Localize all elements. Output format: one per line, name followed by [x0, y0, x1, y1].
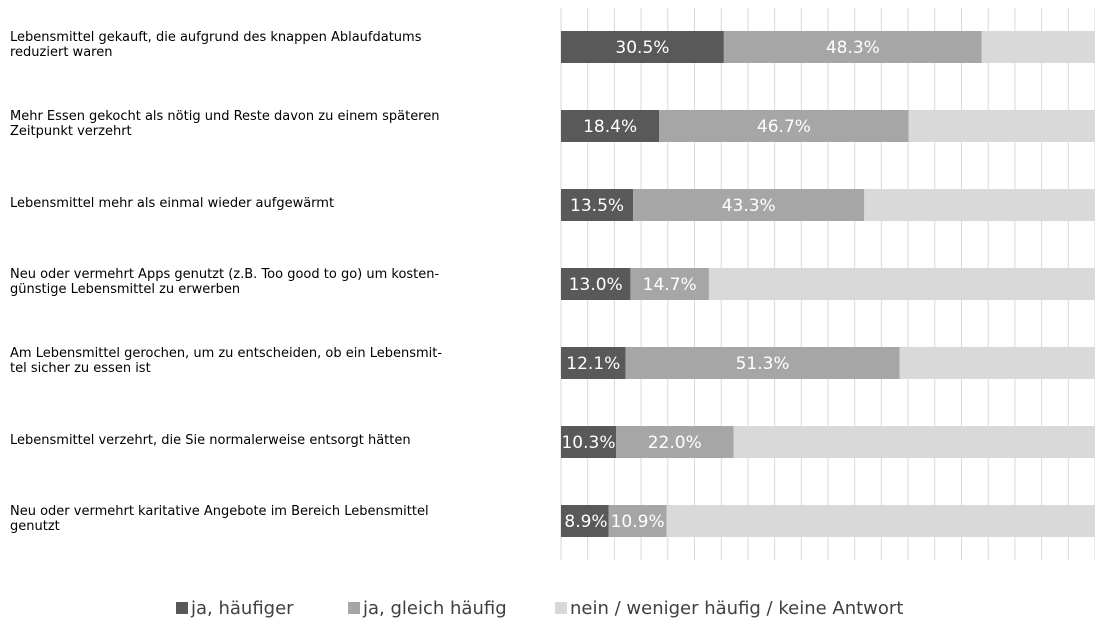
value-label: 51.3% [736, 354, 790, 374]
bar-segment [561, 189, 634, 221]
bar-segment [561, 426, 617, 458]
legend-label: ja, häufiger [191, 598, 294, 619]
value-label: 14.7% [643, 275, 697, 295]
bar-segment [616, 426, 734, 458]
category-label: Lebensmittel gekauft, die aufgrund des k… [10, 30, 422, 60]
bar-segment [561, 347, 626, 379]
legend-swatch [176, 602, 188, 614]
value-label: 18.4% [583, 117, 637, 137]
bar-segment [908, 110, 1095, 142]
legend-item: nein / weniger häufig / keine Antwort [555, 598, 903, 619]
bar-segment [561, 31, 724, 63]
bar-segment [899, 347, 1095, 379]
legend-swatch [555, 602, 567, 614]
value-label: 10.9% [611, 512, 665, 532]
bar-segment [561, 110, 660, 142]
legend-label: ja, gleich häufig [363, 598, 507, 619]
bar-segment [561, 505, 609, 537]
bar-segment [864, 189, 1095, 221]
value-label: 8.9% [564, 512, 607, 532]
bar-segment [630, 268, 709, 300]
category-label: Lebensmittel verzehrt, die Sie normalerw… [10, 432, 411, 448]
value-label: 12.1% [566, 354, 620, 374]
legend-item: ja, gleich häufig [348, 598, 507, 619]
bar-segment [608, 505, 667, 537]
value-label: 13.5% [570, 196, 624, 216]
bar-segment [981, 31, 1095, 63]
value-label: 43.3% [722, 196, 776, 216]
value-label: 13.0% [569, 275, 623, 295]
category-label: Neu oder vermehrt Apps genutzt (z.B. Too… [10, 267, 440, 297]
bar-segment [666, 505, 1095, 537]
bar-segment [733, 426, 1095, 458]
legend-swatch [348, 602, 360, 614]
value-label: 30.5% [615, 38, 669, 58]
value-label: 48.3% [826, 38, 880, 58]
category-label: Mehr Essen gekocht als nötig und Reste d… [10, 109, 440, 139]
legend-item: ja, häufiger [176, 598, 294, 619]
bar-segment [633, 189, 865, 221]
bar-segment [625, 347, 900, 379]
bar-segment [708, 268, 1095, 300]
value-label: 22.0% [648, 433, 702, 453]
category-label: Lebensmittel mehr als einmal wieder aufg… [10, 195, 335, 211]
bar-segment [723, 31, 982, 63]
category-label: Neu oder vermehrt karitative Angebote im… [10, 504, 429, 534]
bar-segment [561, 268, 631, 300]
legend-label: nein / weniger häufig / keine Antwort [570, 598, 904, 619]
category-label: Am Lebensmittel gerochen, um zu entschei… [10, 346, 443, 376]
bar-segment [659, 110, 909, 142]
value-label: 10.3% [561, 433, 615, 453]
value-label: 46.7% [757, 117, 811, 137]
